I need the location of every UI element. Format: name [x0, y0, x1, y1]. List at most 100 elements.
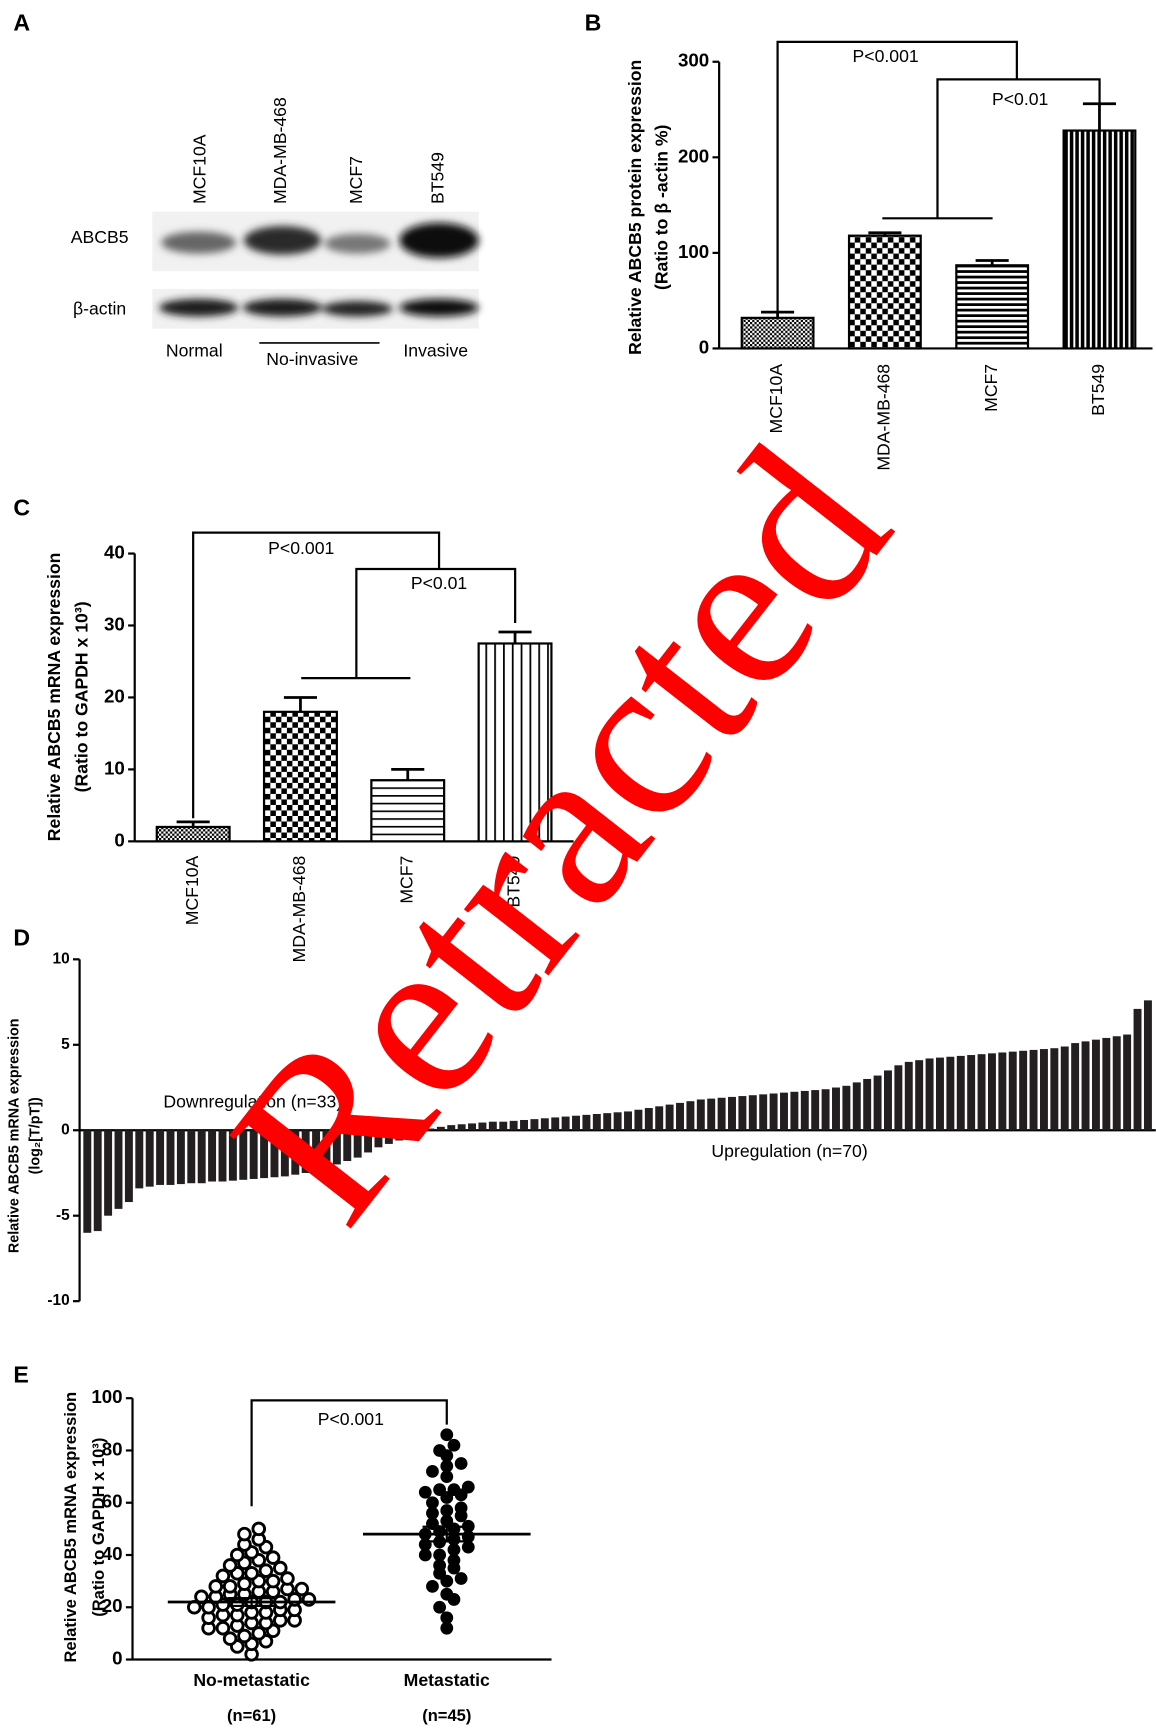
lane-label: MCF10A	[190, 134, 210, 204]
bar	[1102, 1037, 1111, 1131]
bar	[187, 1130, 196, 1184]
bar	[676, 1102, 684, 1131]
bar	[1062, 129, 1137, 350]
bar	[873, 1075, 882, 1131]
filled-point	[433, 1483, 447, 1497]
filled-point	[440, 1611, 454, 1625]
bar	[894, 1065, 903, 1131]
y-tick-label: 80	[102, 1438, 123, 1459]
bar	[104, 1130, 113, 1216]
bar	[1029, 1049, 1038, 1131]
open-point	[237, 1628, 252, 1644]
bar	[1039, 1049, 1048, 1131]
x-tick-label: No-metastatic	[193, 1670, 310, 1690]
bar	[551, 1117, 560, 1131]
open-point	[251, 1626, 267, 1641]
x-sublabel: (n=45)	[422, 1706, 471, 1725]
filled-point	[440, 1504, 454, 1517]
bar	[540, 1118, 549, 1131]
y-tick-label: 60	[102, 1491, 123, 1512]
x-tick-label: MCF10A	[182, 855, 202, 925]
panel-label: D	[13, 925, 30, 951]
error-bar	[498, 630, 532, 644]
bar	[364, 1130, 373, 1153]
bar	[634, 1109, 643, 1131]
filled-point	[440, 1491, 454, 1504]
bar	[1019, 1050, 1028, 1131]
y-tick-label: 5	[61, 1036, 70, 1053]
filled-point	[433, 1548, 447, 1562]
bar	[291, 1130, 300, 1175]
bar	[904, 1061, 913, 1131]
bar	[447, 1125, 456, 1131]
bar	[332, 1130, 341, 1165]
y-tick-label: -5	[56, 1207, 70, 1224]
bar	[395, 1130, 404, 1141]
bar	[468, 1123, 477, 1131]
annotation: Upregulation (n=70)	[711, 1141, 867, 1161]
bar	[665, 1104, 674, 1131]
y-tick-label: 100	[678, 241, 709, 262]
bar	[262, 710, 338, 843]
bar	[863, 1078, 872, 1131]
open-point	[222, 1631, 238, 1646]
y-axis-label: (log₂[T/pT])	[27, 1097, 43, 1174]
bar	[426, 1128, 435, 1131]
y-tick-label: -10	[47, 1292, 69, 1309]
significance-bracket	[250, 1399, 448, 1507]
bar	[145, 1130, 154, 1187]
group-label: No-invasive	[266, 349, 358, 369]
bar	[624, 1111, 632, 1131]
bar	[644, 1108, 653, 1131]
bar	[955, 264, 1030, 350]
bar	[769, 1093, 778, 1131]
bar	[740, 316, 815, 350]
x-tick-label: Metastatic	[404, 1670, 490, 1690]
bar	[239, 1130, 248, 1180]
open-point	[280, 1571, 295, 1586]
bar	[322, 1130, 331, 1168]
y-tick-label: 300	[678, 50, 709, 71]
panel-label: C	[13, 495, 30, 521]
bar	[707, 1098, 716, 1131]
bar	[436, 1126, 445, 1131]
bar	[1071, 1043, 1080, 1131]
panel-label: A	[13, 9, 30, 35]
bar	[301, 1130, 310, 1173]
y-axis-label: Relative ABCB5 mRNA expression	[6, 1018, 22, 1253]
western-blot: MCF10A MDA-MB-468 MCF7 BT549 ABCB5 β-act…	[71, 97, 479, 369]
error-bar	[391, 768, 425, 781]
open-point	[265, 1550, 281, 1565]
y-tick-label: 20	[104, 685, 125, 706]
open-point	[215, 1568, 231, 1584]
bar	[582, 1114, 591, 1131]
y-tick-label: 0	[699, 336, 709, 357]
y-tick-label: 0	[112, 1647, 122, 1668]
y-tick-label: 100	[91, 1386, 122, 1407]
x-tick-label: MCF10A	[766, 364, 786, 434]
error-bar	[176, 820, 210, 827]
bar	[1133, 1008, 1142, 1131]
annotation: P<0.01	[992, 89, 1048, 109]
open-point	[237, 1576, 252, 1592]
group-label: Normal	[166, 340, 223, 360]
bar	[416, 1130, 425, 1136]
bar	[530, 1119, 539, 1131]
bar	[561, 1116, 570, 1131]
bar	[800, 1090, 809, 1131]
error-bar	[975, 259, 1009, 266]
bar	[572, 1115, 580, 1131]
group-label: Invasive	[403, 340, 468, 360]
bar	[1112, 1036, 1121, 1131]
filled-point	[440, 1428, 454, 1442]
open-point	[222, 1579, 238, 1594]
y-axis-label: (Ratio to GAPDH x 10³)	[89, 1438, 108, 1617]
error-bar	[761, 310, 795, 318]
y-axis-label: (Ratio to β -actin %)	[652, 125, 672, 290]
error-bar	[227, 1597, 276, 1608]
annotation: P<0.001	[853, 46, 919, 66]
bar	[780, 1092, 788, 1131]
error-bar	[868, 231, 902, 236]
bar	[842, 1085, 851, 1131]
lane-label: MCF7	[346, 156, 366, 204]
